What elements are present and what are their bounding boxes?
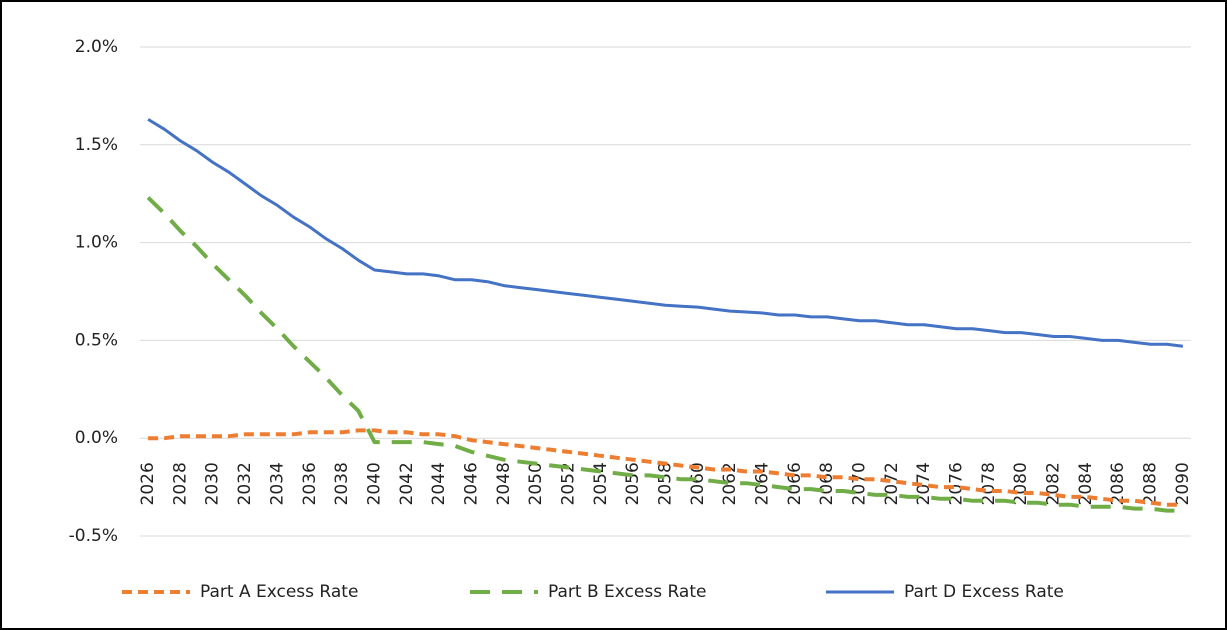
x-tick-label: 2050: [526, 462, 546, 505]
x-tick-label: 2030: [203, 462, 223, 505]
y-tick-label: 1.5%: [75, 135, 118, 155]
x-tick-label: 2076: [947, 462, 967, 505]
x-tick-label: 2042: [397, 462, 417, 505]
x-tick-label: 2040: [364, 462, 384, 505]
x-tick-label: 2074: [914, 462, 934, 505]
series-line: [147, 118, 1184, 348]
y-tick-label: 0.0%: [75, 428, 118, 448]
y-tick-label: -0.5%: [69, 526, 118, 546]
x-tick-label: 2070: [850, 462, 870, 505]
legend-label: Part D Excess Rate: [904, 582, 1064, 602]
series-line: [148, 428, 1183, 507]
y-tick-label: 2.0%: [75, 37, 118, 57]
x-tick-label: 2060: [688, 462, 708, 505]
legend-label: Part B Excess Rate: [548, 582, 706, 602]
x-tick-label: 2052: [558, 462, 578, 505]
x-tick-label: 2066: [785, 462, 805, 505]
x-tick-label: 2056: [623, 462, 643, 505]
x-tick-label: 2046: [461, 462, 481, 505]
x-tick-label: 2086: [1108, 462, 1128, 505]
x-tick-label: 2084: [1076, 462, 1096, 505]
series-line: [146, 196, 1183, 513]
x-tick-label: 2044: [429, 462, 449, 505]
x-tick-label: 2036: [300, 462, 320, 505]
x-tick-label: 2028: [170, 462, 190, 505]
x-tick-label: 2068: [817, 462, 837, 505]
x-tick-label: 2054: [591, 462, 611, 505]
x-tick-label: 2048: [494, 462, 514, 505]
x-tick-label: 2038: [332, 462, 352, 505]
x-tick-label: 2090: [1173, 462, 1193, 505]
legend-label: Part A Excess Rate: [200, 582, 358, 602]
x-tick-label: 2062: [720, 462, 740, 505]
x-tick-label: 2078: [979, 462, 999, 505]
x-tick-label: 2034: [267, 462, 287, 505]
x-tick-label: 2088: [1141, 462, 1161, 505]
y-tick-label: 0.5%: [75, 330, 118, 350]
y-tick-label: 1.0%: [75, 233, 118, 253]
x-tick-label: 2058: [656, 462, 676, 505]
x-tick-label: 2026: [138, 462, 158, 505]
x-tick-label: 2032: [235, 462, 255, 505]
x-tick-label: 2082: [1044, 462, 1064, 505]
x-tick-label: 2080: [1011, 462, 1031, 505]
